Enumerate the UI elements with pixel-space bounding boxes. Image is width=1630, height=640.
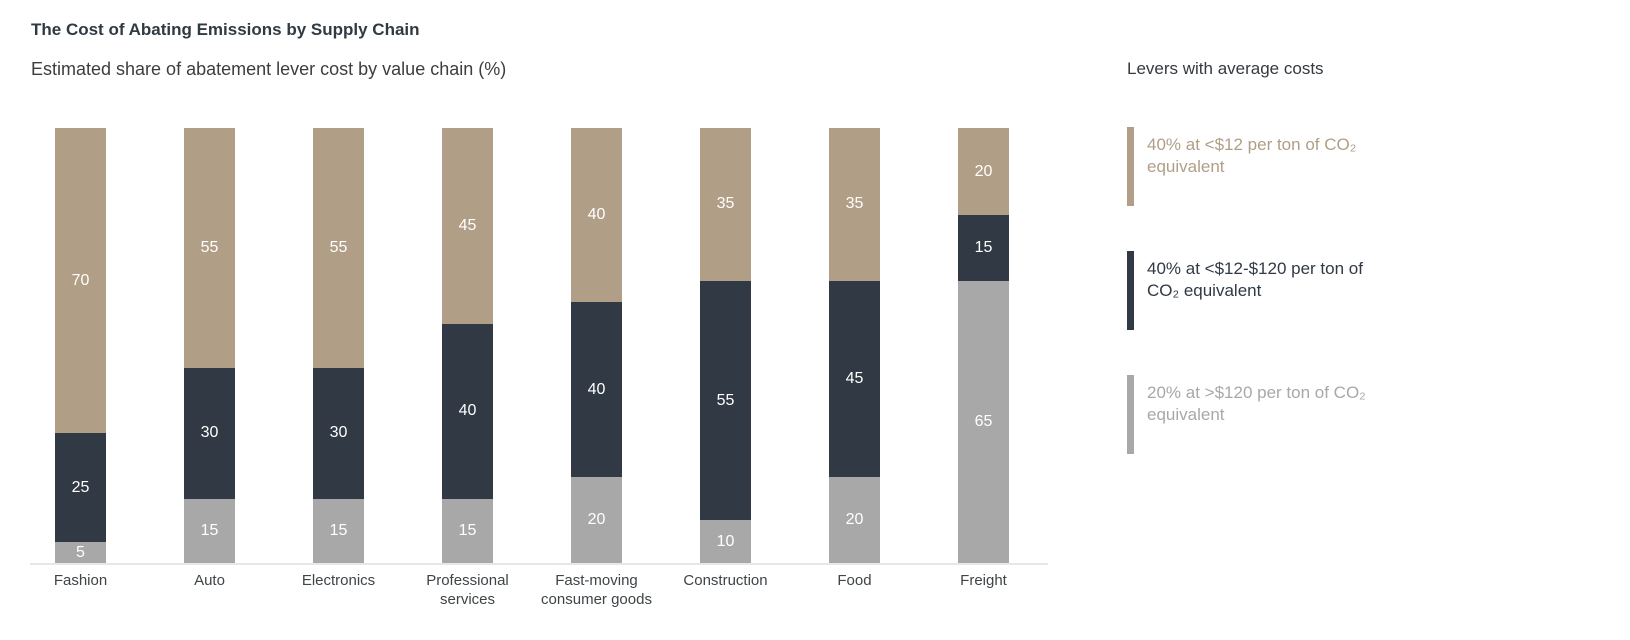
segment-construction-1: 55 [700,280,751,521]
segment-professional-services-0: 15 [442,498,493,564]
segment-auto-0: 15 [184,498,235,564]
legend-label-line: CO₂ equivalent [1147,281,1262,300]
segment-value-label: 40 [458,402,477,420]
segment-electronics-0: 15 [313,498,364,564]
segment-value-label: 45 [845,369,864,387]
x-label-line: Construction [683,572,768,589]
legend-label-line: equivalent [1147,157,1225,176]
bar-freight: 65 15 20 [958,128,1009,564]
segment-electronics-2: 55 [313,128,364,368]
x-label-fast-moving-consumer-goods: Fast-moving consumer goods [527,571,667,609]
segment-food-1: 45 [829,280,880,477]
x-label-fashion: Fashion [11,571,151,590]
x-label-line: Professional [426,572,509,589]
segment-fashion-1: 25 [55,433,106,543]
legend-item-label: 40% at <$12-$120 per ton of CO₂ equivalen… [1134,251,1363,302]
x-label-professional-services: Professional services [398,571,538,609]
segment-value-label: 30 [329,424,348,442]
segment-value-label: 40 [587,206,606,224]
segment-electronics-1: 30 [313,367,364,499]
segment-fast-moving-consumer-goods-0: 20 [571,476,622,564]
segment-value-label: 35 [716,195,735,213]
segment-value-label: 40 [587,380,606,398]
segment-value-label: 55 [716,391,735,409]
segment-value-label: 30 [200,424,219,442]
segment-value-label: 15 [200,522,219,540]
x-label-construction: Construction [656,571,796,590]
segment-value-label: 15 [974,238,993,256]
legend-item-0: 40% at <$12 per ton of CO₂ equivalent [1127,127,1356,206]
bar-food: 20 45 35 [829,128,880,564]
segment-value-label: 20 [587,511,606,529]
x-label-line: Fashion [53,572,108,589]
x-label-line: Food [837,572,872,589]
x-label-freight: Freight [914,571,1054,590]
segment-fast-moving-consumer-goods-1: 40 [571,302,622,477]
legend-label-line: 40% at <$12 per ton of CO₂ [1147,135,1357,154]
segment-freight-0: 65 [958,280,1009,564]
legend-swatch [1127,375,1134,454]
segment-fashion-0: 5 [55,542,106,564]
segment-value-label: 20 [974,162,993,180]
segment-value-label: 25 [71,478,90,496]
segment-value-label: 15 [329,522,348,540]
legend-swatch [1127,251,1134,330]
chart-subtitle: Estimated share of abatement lever cost … [31,59,507,79]
legend-title: Levers with average costs [1127,59,1324,78]
segment-value-label: 35 [845,195,864,213]
segment-value-label: 10 [716,533,735,551]
x-label-electronics: Electronics [269,571,409,590]
segment-construction-2: 35 [700,128,751,281]
legend-item-label: 20% at >$120 per ton of CO₂ equivalent [1134,375,1366,426]
bar-auto: 15 30 55 [184,128,235,564]
legend-item-label: 40% at <$12 per ton of CO₂ equivalent [1134,127,1356,178]
x-axis-line [30,563,1048,565]
bar-electronics: 15 30 55 [313,128,364,564]
legend-item-2: 20% at >$120 per ton of CO₂ equivalent [1127,375,1366,454]
legend-swatch [1127,127,1134,206]
bar-plot-area: 5 25 70 15 30 55 15 30 55 15 40 45 20 40 40 10 55 35 20 45 3… [55,128,1060,564]
x-label-line: Fast-moving [555,572,638,589]
x-label-line: consumer goods [541,591,652,608]
segment-professional-services-2: 45 [442,128,493,325]
segment-auto-2: 55 [184,128,235,368]
chart-title: The Cost of Abating Emissions by Supply … [31,20,420,39]
legend-label-line: 20% at >$120 per ton of CO₂ [1147,383,1366,402]
bar-professional-services: 15 40 45 [442,128,493,564]
x-label-line: Electronics [301,572,376,589]
segment-freight-1: 15 [958,215,1009,281]
segment-fast-moving-consumer-goods-2: 40 [571,128,622,303]
x-label-line: services [439,591,495,608]
segment-value-label: 15 [458,522,477,540]
segment-value-label: 5 [76,544,85,562]
segment-freight-2: 20 [958,128,1009,216]
legend-item-1: 40% at <$12-$120 per ton of CO₂ equivalen… [1127,251,1363,330]
segment-value-label: 70 [71,271,90,289]
legend-label-line: 40% at <$12-$120 per ton of [1147,259,1363,278]
segment-food-0: 20 [829,476,880,564]
bar-fashion: 5 25 70 [55,128,106,564]
x-label-line: Freight [960,572,1007,589]
segment-value-label: 65 [974,413,993,431]
legend-label-line: equivalent [1147,405,1225,424]
segment-value-label: 20 [845,511,864,529]
x-label-auto: Auto [140,571,280,590]
segment-value-label: 45 [458,217,477,235]
segment-auto-1: 30 [184,367,235,499]
x-label-food: Food [785,571,925,590]
bar-fast-moving-consumer-goods: 20 40 40 [571,128,622,564]
x-label-line: Auto [194,572,225,589]
segment-value-label: 55 [329,238,348,256]
segment-professional-services-1: 40 [442,324,493,499]
segment-fashion-2: 70 [55,128,106,434]
bar-construction: 10 55 35 [700,128,751,564]
segment-construction-0: 10 [700,520,751,564]
segment-value-label: 55 [200,238,219,256]
segment-food-2: 35 [829,128,880,281]
